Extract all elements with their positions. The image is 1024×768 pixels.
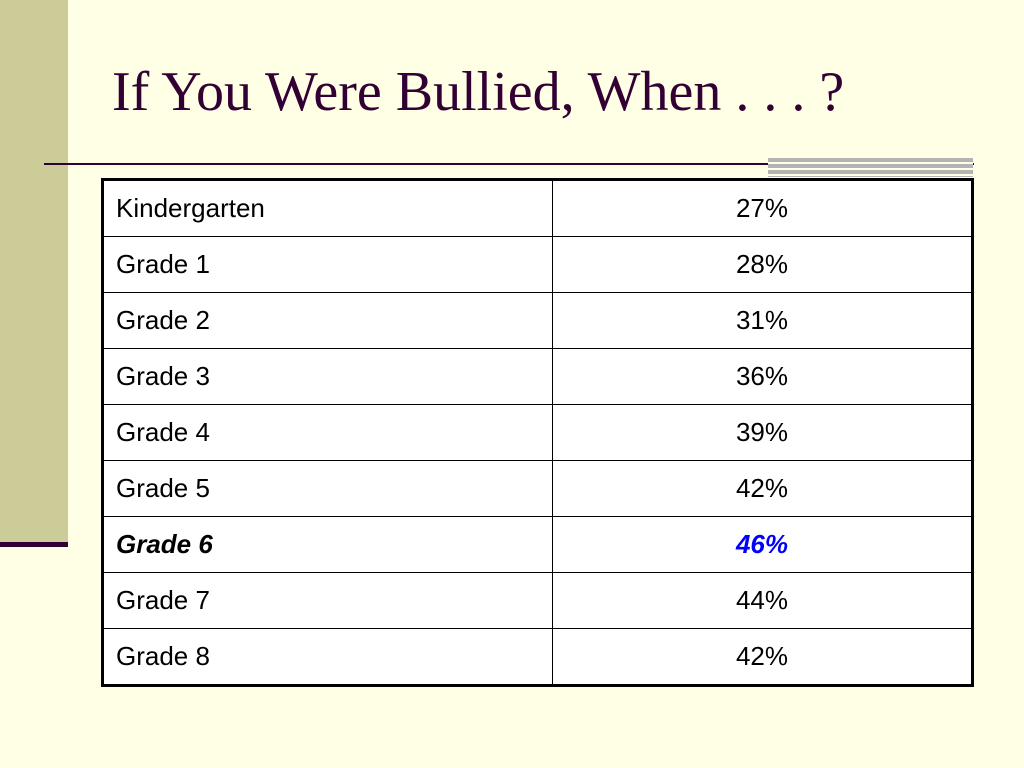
percent-cell: 42% (552, 460, 973, 517)
table-row: Grade 4 39% (102, 404, 973, 461)
table-row: Grade 8 42% (102, 628, 973, 686)
percent-cell: 36% (552, 348, 973, 405)
grade-cell: Grade 7 (102, 572, 553, 629)
grade-cell: Grade 8 (102, 628, 553, 686)
percent-cell: 27% (552, 179, 973, 237)
percent-cell: 28% (552, 236, 973, 293)
slide-title: If You Were Bullied, When . . . ? (112, 61, 845, 123)
bullying-grade-table: Kindergarten 27% Grade 1 28% Grade 2 31%… (101, 178, 974, 687)
left-decorative-rule (0, 542, 68, 547)
percent-cell: 46% (552, 516, 973, 573)
percent-cell: 42% (552, 628, 973, 686)
grade-cell: Grade 1 (102, 236, 553, 293)
table-row: Grade 5 42% (102, 460, 973, 517)
title-underline (44, 163, 974, 165)
grade-cell: Grade 4 (102, 404, 553, 461)
table-row: Grade 3 36% (102, 348, 973, 405)
grade-cell: Grade 3 (102, 348, 553, 405)
table-row: Grade 7 44% (102, 572, 973, 629)
percent-cell: 31% (552, 292, 973, 349)
table-row: Kindergarten 27% (102, 179, 973, 237)
percent-cell: 44% (552, 572, 973, 629)
left-decorative-bar (0, 0, 68, 542)
grade-cell: Grade 6 (102, 516, 553, 573)
accent-stripe-block (768, 158, 973, 177)
grade-cell: Kindergarten (102, 179, 553, 237)
percent-cell: 39% (552, 404, 973, 461)
grade-cell: Grade 2 (102, 292, 553, 349)
table-row: Grade 2 31% (102, 292, 973, 349)
table-row: Grade 1 28% (102, 236, 973, 293)
table-row-highlighted: Grade 6 46% (102, 516, 973, 573)
grade-cell: Grade 5 (102, 460, 553, 517)
